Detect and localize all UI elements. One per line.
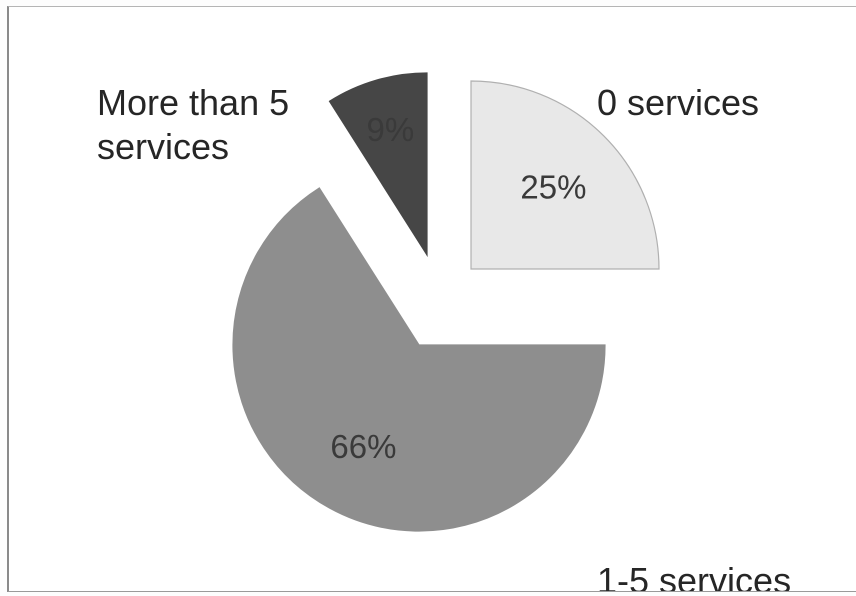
pie-slice-0-services <box>470 80 660 270</box>
category-label-more-than-5: More than 5 services <box>97 82 290 167</box>
category-label-1-5-services: 1-5 services <box>597 560 792 592</box>
data-label-0-services: 25% <box>520 169 586 206</box>
data-label-1-5-services: 66% <box>330 428 396 465</box>
pie-chart: 25% 66% 9% <box>232 72 660 532</box>
chart-area: 25% 66% 9% More than 5 services 0 services… <box>7 6 856 592</box>
pie-slice-1-5-services <box>232 187 606 532</box>
pie-slice-more-than-5-services <box>328 72 428 258</box>
data-label-more-than-5-services: 9% <box>367 111 415 148</box>
category-label-0-services: 0 services <box>597 82 760 123</box>
